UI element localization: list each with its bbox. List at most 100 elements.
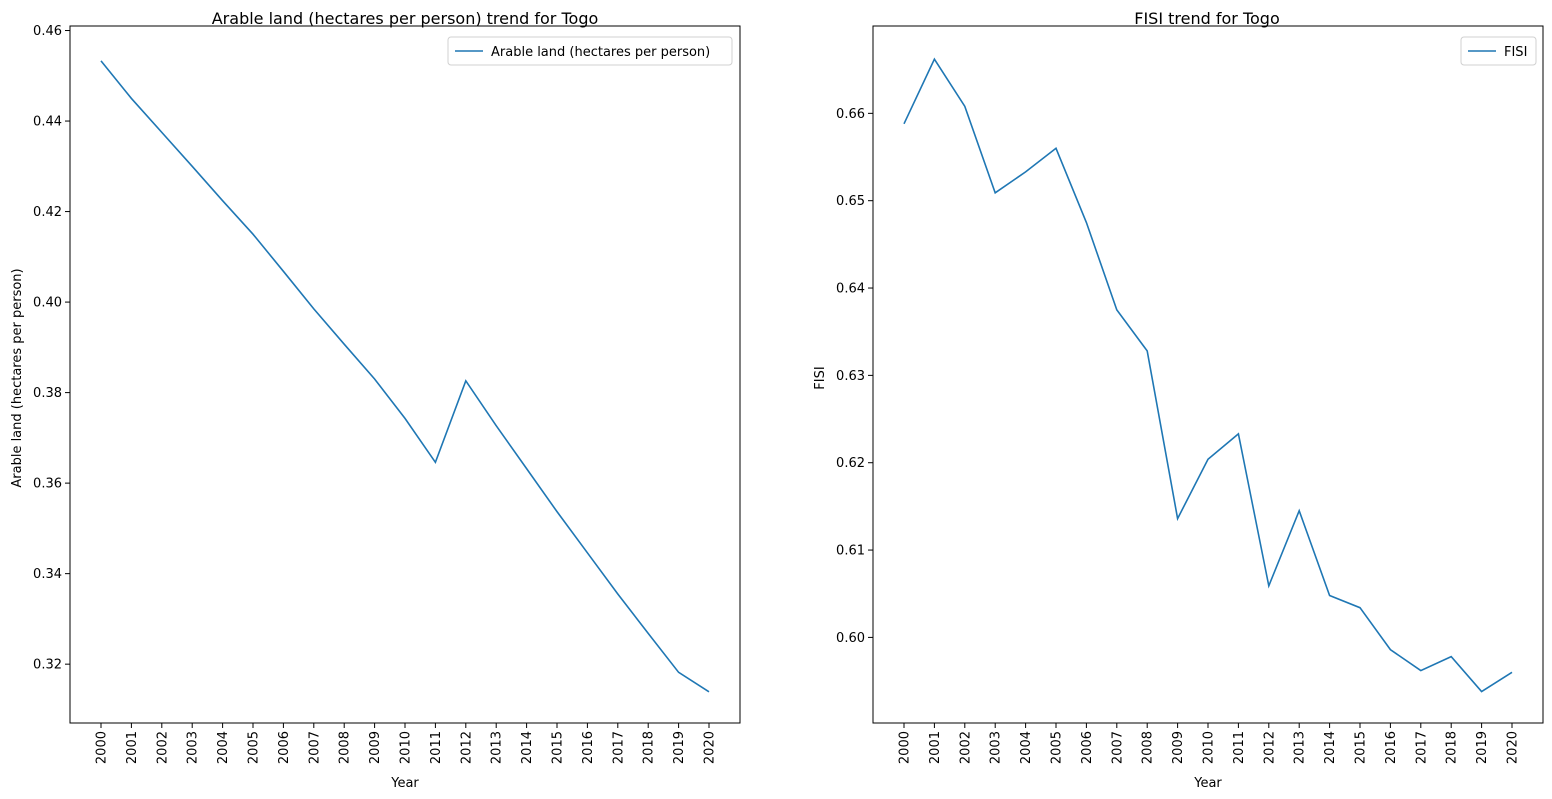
data-point-2002 <box>963 105 966 108</box>
y-tick-label: 0.65 <box>836 194 865 209</box>
x-tick-label: 2006 <box>1080 731 1095 764</box>
chart-fisi: FISI trend for Togo 0.60 0.61 0.62 0.63 0.64… <box>813 9 1544 791</box>
data-point-2011 <box>1237 432 1240 435</box>
series-line-fisi <box>903 57 1513 693</box>
x-tick-label: 2013 <box>1293 731 1308 764</box>
x-tick-label: 2010 <box>399 731 414 764</box>
x-tick-label: 2013 <box>490 731 505 764</box>
x-tick-label: 2015 <box>551 731 566 764</box>
x-tick-label: 2019 <box>672 731 687 764</box>
x-tick-label: 2009 <box>368 731 383 764</box>
x-tick-label: 2007 <box>1110 731 1125 764</box>
data-point-2003 <box>191 165 194 168</box>
x-tick-label: 2016 <box>581 731 596 764</box>
data-point-2004 <box>1024 170 1027 173</box>
data-point-2013 <box>495 424 498 427</box>
data-point-2005 <box>252 233 255 236</box>
x-tick-label: 2012 <box>1262 731 1277 764</box>
legend-box <box>1460 36 1537 66</box>
data-point-2020 <box>1511 671 1514 674</box>
x-tick-label: 2001 <box>125 731 140 764</box>
data-point-2001 <box>130 97 133 100</box>
y-tick-label: 0.34 <box>33 567 62 582</box>
x-tick-label: 2018 <box>1445 731 1460 764</box>
x-tick-label: 2003 <box>989 731 1004 764</box>
y-axis: 0.60 0.61 0.62 0.63 0.64 0.65 0.66 <box>836 107 873 646</box>
x-tick-label: 2008 <box>1141 731 1156 764</box>
data-point-2016 <box>1389 648 1392 651</box>
y-tick-label: 0.42 <box>33 205 62 220</box>
data-point-2013 <box>1298 509 1301 512</box>
data-point-2006 <box>282 270 285 273</box>
x-tick-label: 2011 <box>1232 731 1247 764</box>
series-line-arable-land <box>100 60 710 693</box>
x-tick-label: 2020 <box>703 731 718 764</box>
x-tick-label: 2004 <box>1019 731 1034 764</box>
legend: FISI <box>1460 36 1537 66</box>
data-point-2005 <box>1055 147 1058 150</box>
y-tick-label: 0.60 <box>836 631 865 646</box>
data-point-2019 <box>1480 690 1483 693</box>
y-tick-label: 0.46 <box>33 24 62 39</box>
data-point-2009 <box>1176 517 1179 520</box>
y-tick-label: 0.36 <box>33 477 62 492</box>
data-point-2016 <box>586 551 589 554</box>
data-point-2014 <box>1328 594 1331 597</box>
data-point-2010 <box>404 417 407 420</box>
x-axis-label: Year <box>390 776 419 791</box>
x-tick-label: 2004 <box>216 731 231 764</box>
y-tick-label: 0.44 <box>33 115 62 130</box>
x-tick-label: 2001 <box>928 731 943 764</box>
data-point-2010 <box>1207 458 1210 461</box>
x-tick-label: 2020 <box>1506 731 1521 764</box>
data-point-2004 <box>221 199 224 202</box>
legend-box <box>447 36 733 66</box>
data-point-2008 <box>343 343 346 346</box>
x-tick-label: 2014 <box>520 731 535 764</box>
chart-title: FISI trend for Togo <box>1134 9 1279 28</box>
data-point-2001 <box>933 58 936 61</box>
y-tick-label: 0.38 <box>33 386 62 401</box>
data-point-2020 <box>708 690 711 693</box>
data-point-2015 <box>1359 606 1362 609</box>
x-tick-label: 2002 <box>155 731 170 764</box>
data-point-2015 <box>556 510 559 513</box>
y-tick-label: 0.64 <box>836 282 865 297</box>
legend-entry-fisi: FISI <box>1504 45 1527 60</box>
x-tick-label: 2019 <box>1475 731 1490 764</box>
x-tick-label: 2016 <box>1384 731 1399 764</box>
x-tick-label: 2000 <box>898 731 913 764</box>
y-tick-label: 0.62 <box>836 456 865 471</box>
chart-arable-land: Arable land (hectares per person) trend … <box>10 9 741 791</box>
x-tick-label: 2005 <box>247 731 262 764</box>
x-tick-label: 2012 <box>459 731 474 764</box>
x-tick-label: 2017 <box>1414 731 1429 764</box>
data-point-2003 <box>994 191 997 194</box>
x-tick-label: 2008 <box>338 731 353 764</box>
y-axis-label: FISI <box>813 366 828 389</box>
data-point-2000 <box>100 59 103 62</box>
x-tick-label: 2015 <box>1354 731 1369 764</box>
legend-entry-arable-land: Arable land (hectares per person) <box>491 45 710 60</box>
y-axis-label: Arable land (hectares per person) <box>10 268 25 487</box>
legend: Arable land (hectares per person) <box>447 36 733 66</box>
y-tick-label: 0.61 <box>836 544 865 559</box>
data-point-2018 <box>1450 655 1453 658</box>
x-tick-label: 2010 <box>1202 731 1217 764</box>
x-tick-label: 2009 <box>1171 731 1186 764</box>
x-tick-label: 2002 <box>958 731 973 764</box>
data-point-2009 <box>373 378 376 381</box>
chart-title: Arable land (hectares per person) trend … <box>212 9 599 28</box>
x-axis: 2000 2001 2002 2003 2004 2005 2006 2007 2008 2009… <box>95 723 718 764</box>
x-tick-label: 2007 <box>307 731 322 764</box>
data-point-2012 <box>1267 584 1270 587</box>
x-tick-label: 2000 <box>95 731 110 764</box>
y-tick-label: 0.66 <box>836 107 865 122</box>
x-tick-label: 2011 <box>429 731 444 764</box>
data-point-2007 <box>312 307 315 310</box>
data-point-2017 <box>616 593 619 596</box>
x-tick-label: 2005 <box>1050 731 1065 764</box>
data-point-2008 <box>1146 349 1149 352</box>
x-tick-label: 2018 <box>642 731 657 764</box>
